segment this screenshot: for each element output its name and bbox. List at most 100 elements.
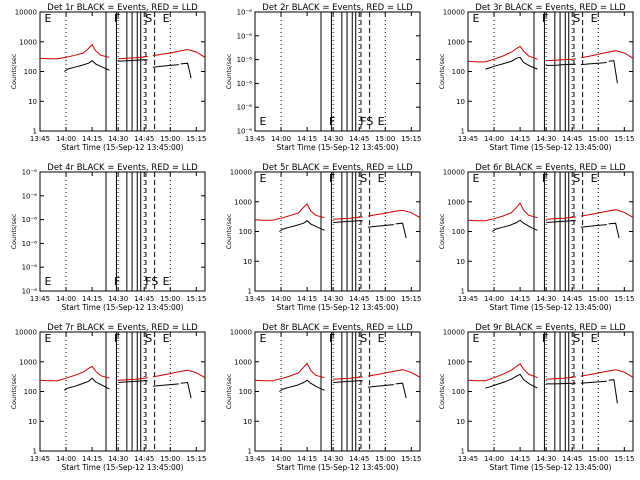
- y-tick-label: 1000: [447, 198, 465, 206]
- y-tick-label: 1: [461, 128, 465, 136]
- lld-series-line: [580, 369, 634, 378]
- events-series-line: [485, 373, 538, 389]
- x-tick-label: 13:45: [245, 295, 265, 303]
- marker-letter: E: [44, 275, 51, 288]
- lld-series-line: [546, 58, 576, 62]
- marker-letter: S: [360, 172, 367, 185]
- x-tick-label: 15:15: [186, 455, 206, 463]
- y-tick-label: 10⁻⁶: [237, 9, 253, 17]
- x-axis-label: Start Time (15-Sep-12 13:45:00): [62, 463, 184, 472]
- y-tick-label: 100: [24, 68, 37, 76]
- x-tick-label: 15:15: [186, 295, 206, 303]
- x-tick-label: 14:00: [484, 295, 504, 303]
- x-tick-label: 15:15: [401, 455, 421, 463]
- x-tick-label: 13:45: [245, 135, 265, 143]
- y-tick-label: 10000: [15, 329, 37, 337]
- y-tick-label: 1000: [19, 358, 37, 366]
- x-axis-label: Start Time (15-Sep-12 13:45:00): [277, 463, 399, 472]
- x-tick-label: 14:45: [562, 295, 582, 303]
- panel-title: Det 1r BLACK = Events, RED = LLD: [47, 3, 198, 13]
- events-series-line: [546, 63, 576, 66]
- events-series-line: [485, 56, 538, 70]
- panel-title: Det 2r BLACK = Events, RED = LLD: [262, 3, 413, 13]
- y-tick-label: 10⁻⁶: [237, 104, 253, 112]
- y-tick-label: 10000: [443, 329, 465, 337]
- marker-letter: E: [163, 275, 170, 288]
- x-tick-label: 14:45: [349, 135, 369, 143]
- x-axis-label: Start Time (15-Sep-12 13:45:00): [62, 303, 184, 312]
- y-tick-label: 1: [248, 288, 252, 296]
- events-series-line: [180, 381, 192, 399]
- x-tick-label: 15:15: [614, 135, 634, 143]
- events-series-line: [580, 380, 607, 384]
- lld-series-line: [152, 369, 206, 379]
- marker-letter: E: [259, 172, 266, 185]
- events-series-line: [279, 220, 325, 232]
- detector-panel-6: Det 6r BLACK = Events, RED = LLD Counts/s…: [438, 163, 634, 312]
- marker-letter: F: [329, 332, 335, 345]
- marker-letter: F: [114, 332, 120, 345]
- marker-letter: S: [145, 332, 152, 345]
- detector-panel-2: Det 2r BLACK = Events, RED = LLD Counts/s…: [225, 3, 421, 152]
- y-tick-label: 1: [33, 128, 37, 136]
- panel-title: Det 4r BLACK = Events, RED = LLD: [47, 163, 198, 173]
- events-series-line: [608, 379, 618, 404]
- x-tick-label: 14:15: [510, 295, 530, 303]
- y-tick-label: 10: [456, 418, 465, 426]
- x-tick-label: 13:45: [458, 295, 478, 303]
- detector-panel-3: Det 3r BLACK = Events, RED = LLD Counts/s…: [438, 3, 634, 152]
- x-tick-label: 14:30: [108, 295, 128, 303]
- x-axis-label: Start Time (15-Sep-12 13:45:00): [62, 143, 184, 152]
- y-tick-label: 1000: [234, 358, 252, 366]
- events-series-line: [580, 62, 607, 66]
- events-series-line: [395, 222, 407, 239]
- lld-series-line: [580, 209, 634, 218]
- x-tick-label: 14:00: [56, 295, 76, 303]
- x-tick-label: 14:30: [323, 455, 343, 463]
- lld-series-line: [367, 369, 421, 378]
- y-tick-label: 10⁻⁶: [22, 240, 38, 248]
- lld-series-line: [546, 216, 576, 220]
- panel-title: Det 5r BLACK = Events, RED = LLD: [262, 163, 413, 173]
- y-tick-label: 100: [239, 388, 252, 396]
- events-series-line: [580, 224, 607, 228]
- marker-letter: FS: [145, 275, 158, 288]
- x-tick-label: 15:15: [614, 295, 634, 303]
- x-tick-label: 15:15: [614, 455, 634, 463]
- events-series-line: [333, 220, 363, 223]
- events-series-line: [180, 62, 192, 79]
- events-series-line: [608, 60, 618, 84]
- lld-series-line: [118, 56, 148, 60]
- x-axis-label: Start Time (15-Sep-12 13:45:00): [490, 303, 612, 312]
- marker-letter: S: [573, 12, 580, 25]
- marker-letter: E: [378, 115, 385, 128]
- detector-panel-8: Det 8r BLACK = Events, RED = LLD Counts/s…: [225, 323, 421, 472]
- x-tick-label: 14:45: [134, 455, 154, 463]
- marker-letter: F: [329, 115, 335, 128]
- x-tick-label: 13:45: [458, 455, 478, 463]
- y-tick-label: 10⁻⁶: [237, 80, 253, 88]
- detector-panel-5: Det 5r BLACK = Events, RED = LLD Counts/s…: [225, 163, 421, 312]
- y-tick-label: 10⁻⁶: [237, 128, 253, 136]
- x-tick-label: 14:30: [323, 295, 343, 303]
- marker-letter: E: [44, 332, 51, 345]
- detector-panel-9: Det 9r BLACK = Events, RED = LLD Counts/s…: [438, 323, 634, 472]
- y-tick-label: 10⁻⁶: [237, 32, 253, 40]
- x-tick-label: 15:00: [160, 455, 180, 463]
- detector-panel-7: Det 7r BLACK = Events, RED = LLD Counts/s…: [10, 323, 206, 472]
- events-series-line: [492, 219, 538, 232]
- x-tick-label: 13:45: [30, 135, 50, 143]
- x-tick-label: 14:00: [56, 455, 76, 463]
- y-tick-label: 1000: [447, 358, 465, 366]
- y-axis-label: Counts/sec: [10, 213, 18, 249]
- lld-series-line: [467, 202, 538, 222]
- x-tick-label: 14:30: [108, 135, 128, 143]
- marker-letter: F: [542, 12, 548, 25]
- x-tick-label: 14:45: [349, 455, 369, 463]
- y-tick-label: 10⁻⁶: [22, 216, 38, 224]
- x-tick-label: 15:15: [186, 135, 206, 143]
- x-axis-label: Start Time (15-Sep-12 13:45:00): [277, 143, 399, 152]
- y-tick-label: 10: [243, 258, 252, 266]
- x-tick-label: 14:45: [349, 295, 369, 303]
- marker-letter: S: [573, 332, 580, 345]
